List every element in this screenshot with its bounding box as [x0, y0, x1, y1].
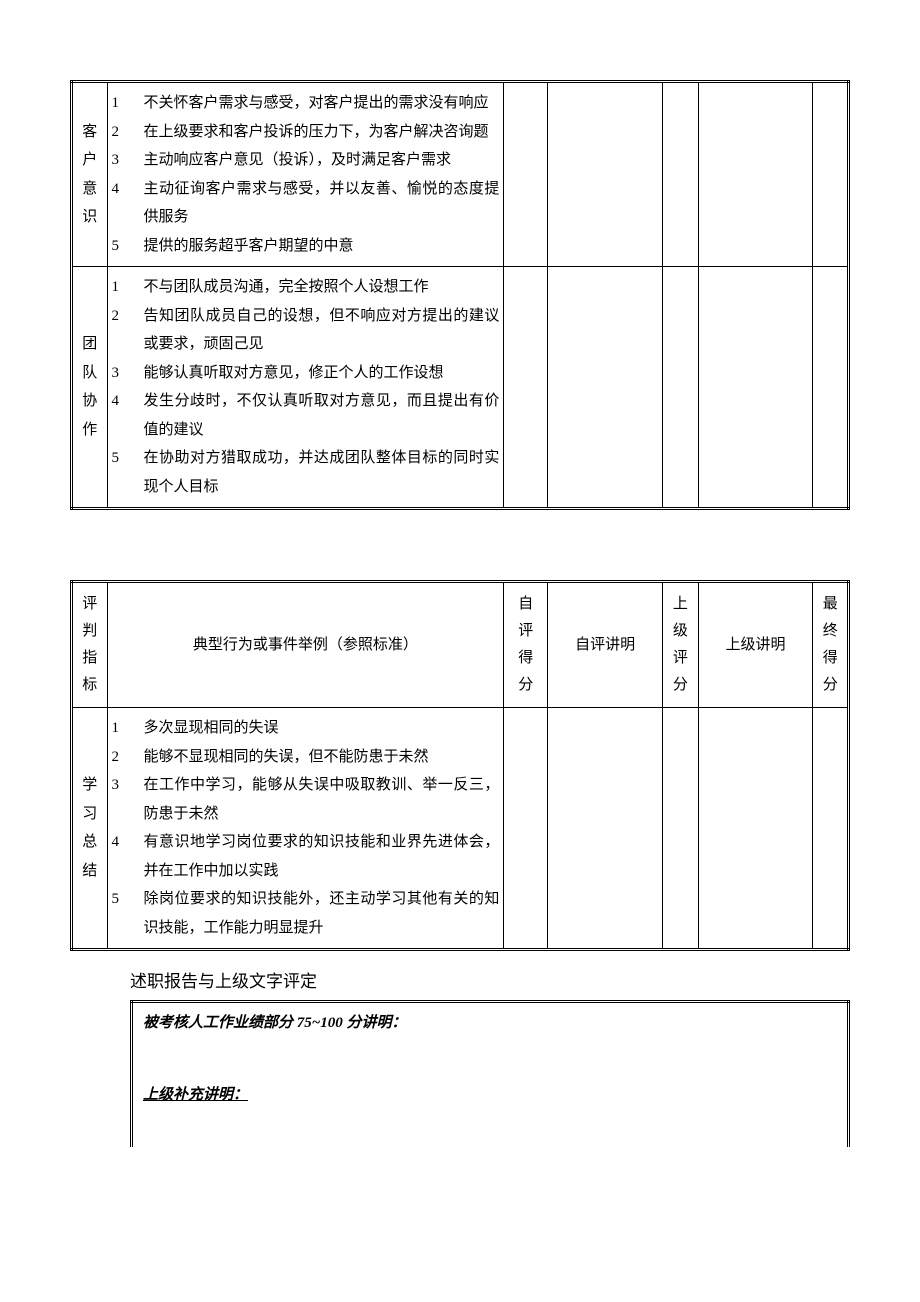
comment-line-1: 被考核人工作业绩部分 75~100 分讲明：: [143, 1015, 407, 1031]
item-text: 有意识地学习岗位要求的知识技能和业界先进体会，并在工作中加以实践: [144, 828, 500, 885]
self-explain-cell: [548, 267, 663, 509]
final-score-cell: [813, 708, 849, 950]
item-number: 5: [112, 232, 130, 261]
sup-explain-cell: [698, 82, 813, 267]
table-row: 客户意识1 不关怀客户需求与感受，对客户提出的需求没有响应 2 在上级要求和客户投诉的…: [72, 82, 849, 267]
sup-explain-cell: [698, 708, 813, 950]
col-indicator-header: 评判指标: [72, 582, 108, 708]
self-explain-cell: [548, 82, 663, 267]
table2-body: 学习总结1 多次显现相同的失误 2 能够不显现相同的失误，但不能防患于未然 3 在工作中学…: [72, 708, 849, 950]
description-item: 1 多次显现相同的失误: [112, 714, 500, 743]
description-cell: 1 多次显现相同的失误 2 能够不显现相同的失误，但不能防患于未然 3 在工作中学习，能够…: [107, 708, 504, 950]
table-gap: [70, 510, 850, 580]
item-number: 3: [112, 146, 130, 175]
self-explain-cell: [548, 708, 663, 950]
indicator-cell: 团队协作: [72, 267, 108, 509]
final-score-cell: [813, 267, 849, 509]
item-text: 能够不显现相同的失误，但不能防患于未然: [144, 743, 500, 772]
evaluation-table-2: 评判指标 典型行为或事件举例（参照标准） 自评得分 自评讲明 上级评分 上级讲明…: [70, 580, 850, 951]
item-text: 提供的服务超乎客户期望的中意: [144, 232, 500, 261]
self-score-cell: [504, 267, 548, 509]
item-number: 1: [112, 714, 130, 743]
col-sup-explain-header: 上级讲明: [698, 582, 813, 708]
item-number: 3: [112, 771, 130, 800]
comment-line-2: 上级补充讲明：: [143, 1087, 248, 1103]
item-text: 不关怀客户需求与感受，对客户提出的需求没有响应: [144, 89, 500, 118]
item-text: 在上级要求和客户投诉的压力下，为客户解决咨询题: [144, 118, 500, 147]
item-text: 多次显现相同的失误: [144, 714, 500, 743]
col-self-explain-header: 自评讲明: [548, 582, 663, 708]
item-text: 主动征询客户需求与感受，并以友善、愉悦的态度提供服务: [144, 175, 500, 232]
sup-explain-cell: [698, 267, 813, 509]
item-number: 1: [112, 273, 130, 302]
description-item: 4 发生分歧时，不仅认真听取对方意见，而且提出有价值的建议: [112, 387, 500, 444]
description-item: 1 不关怀客户需求与感受，对客户提出的需求没有响应: [112, 89, 500, 118]
item-text: 告知团队成员自己的设想，但不响应对方提出的建议或要求，顽固己见: [144, 302, 500, 359]
indicator-cell: 客户意识: [72, 82, 108, 267]
item-number: 4: [112, 828, 130, 857]
description-item: 5 提供的服务超乎客户期望的中意: [112, 232, 500, 261]
table-row: 学习总结1 多次显现相同的失误 2 能够不显现相同的失误，但不能防患于未然 3 在工作中学…: [72, 708, 849, 950]
item-text: 在工作中学习，能够从失误中吸取教训、举一反三，防患于未然: [144, 771, 500, 828]
sup-score-cell: [663, 708, 699, 950]
description-item: 3 在工作中学习，能够从失误中吸取教训、举一反三，防患于未然: [112, 771, 500, 828]
sup-score-cell: [663, 82, 699, 267]
self-score-cell: [504, 708, 548, 950]
table-header-row: 评判指标 典型行为或事件举例（参照标准） 自评得分 自评讲明 上级评分 上级讲明…: [72, 582, 849, 708]
comment-cell-1: 被考核人工作业绩部分 75~100 分讲明：: [132, 1002, 849, 1076]
item-text: 在协助对方猎取成功，并达成团队整体目标的同时实现个人目标: [144, 444, 500, 501]
description-item: 3 能够认真听取对方意见，修正个人的工作设想: [112, 359, 500, 388]
description-item: 2 在上级要求和客户投诉的压力下，为客户解决咨询题: [112, 118, 500, 147]
description-item: 3 主动响应客户意见（投诉），及时满足客户需求: [112, 146, 500, 175]
indicator-cell: 学习总结: [72, 708, 108, 950]
description-item: 2 能够不显现相同的失误，但不能防患于未然: [112, 743, 500, 772]
description-item: 2 告知团队成员自己的设想，但不响应对方提出的建议或要求，顽固己见: [112, 302, 500, 359]
comment-table: 被考核人工作业绩部分 75~100 分讲明： 上级补充讲明：: [130, 1000, 850, 1147]
item-number: 2: [112, 302, 130, 331]
self-score-cell: [504, 82, 548, 267]
item-text: 不与团队成员沟通，完全按照个人设想工作: [144, 273, 500, 302]
comment-cell-2: 上级补充讲明：: [132, 1075, 849, 1147]
description-item: 5 除岗位要求的知识技能外，还主动学习其他有关的知识技能，工作能力明显提升: [112, 885, 500, 942]
table1-body: 客户意识1 不关怀客户需求与感受，对客户提出的需求没有响应 2 在上级要求和客户投诉的…: [72, 82, 849, 509]
final-score-cell: [813, 82, 849, 267]
item-number: 5: [112, 444, 130, 473]
item-text: 发生分歧时，不仅认真听取对方意见，而且提出有价值的建议: [144, 387, 500, 444]
item-number: 1: [112, 89, 130, 118]
col-final-score-header: 最终得分: [813, 582, 849, 708]
description-item: 5 在协助对方猎取成功，并达成团队整体目标的同时实现个人目标: [112, 444, 500, 501]
item-number: 4: [112, 387, 130, 416]
col-sup-score-header: 上级评分: [663, 582, 699, 708]
evaluation-table-1: 客户意识1 不关怀客户需求与感受，对客户提出的需求没有响应 2 在上级要求和客户投诉的…: [70, 80, 850, 510]
item-number: 4: [112, 175, 130, 204]
description-cell: 1 不与团队成员沟通，完全按照个人设想工作 2 告知团队成员自己的设想，但不响应对方提…: [107, 267, 504, 509]
item-text: 除岗位要求的知识技能外，还主动学习其他有关的知识技能，工作能力明显提升: [144, 885, 500, 942]
description-item: 4 主动征询客户需求与感受，并以友善、愉悦的态度提供服务: [112, 175, 500, 232]
section-heading: 述职报告与上级文字评定: [130, 967, 850, 992]
description-item: 1 不与团队成员沟通，完全按照个人设想工作: [112, 273, 500, 302]
item-number: 5: [112, 885, 130, 914]
item-text: 能够认真听取对方意见，修正个人的工作设想: [144, 359, 500, 388]
item-number: 2: [112, 743, 130, 772]
col-examples-header: 典型行为或事件举例（参照标准）: [107, 582, 504, 708]
sup-score-cell: [663, 267, 699, 509]
description-cell: 1 不关怀客户需求与感受，对客户提出的需求没有响应 2 在上级要求和客户投诉的压力下，…: [107, 82, 504, 267]
item-text: 主动响应客户意见（投诉），及时满足客户需求: [144, 146, 500, 175]
col-self-score-header: 自评得分: [504, 582, 548, 708]
item-number: 3: [112, 359, 130, 388]
table-row: 团队协作1 不与团队成员沟通，完全按照个人设想工作 2 告知团队成员自己的设想，但不响…: [72, 267, 849, 509]
description-item: 4 有意识地学习岗位要求的知识技能和业界先进体会，并在工作中加以实践: [112, 828, 500, 885]
item-number: 2: [112, 118, 130, 147]
